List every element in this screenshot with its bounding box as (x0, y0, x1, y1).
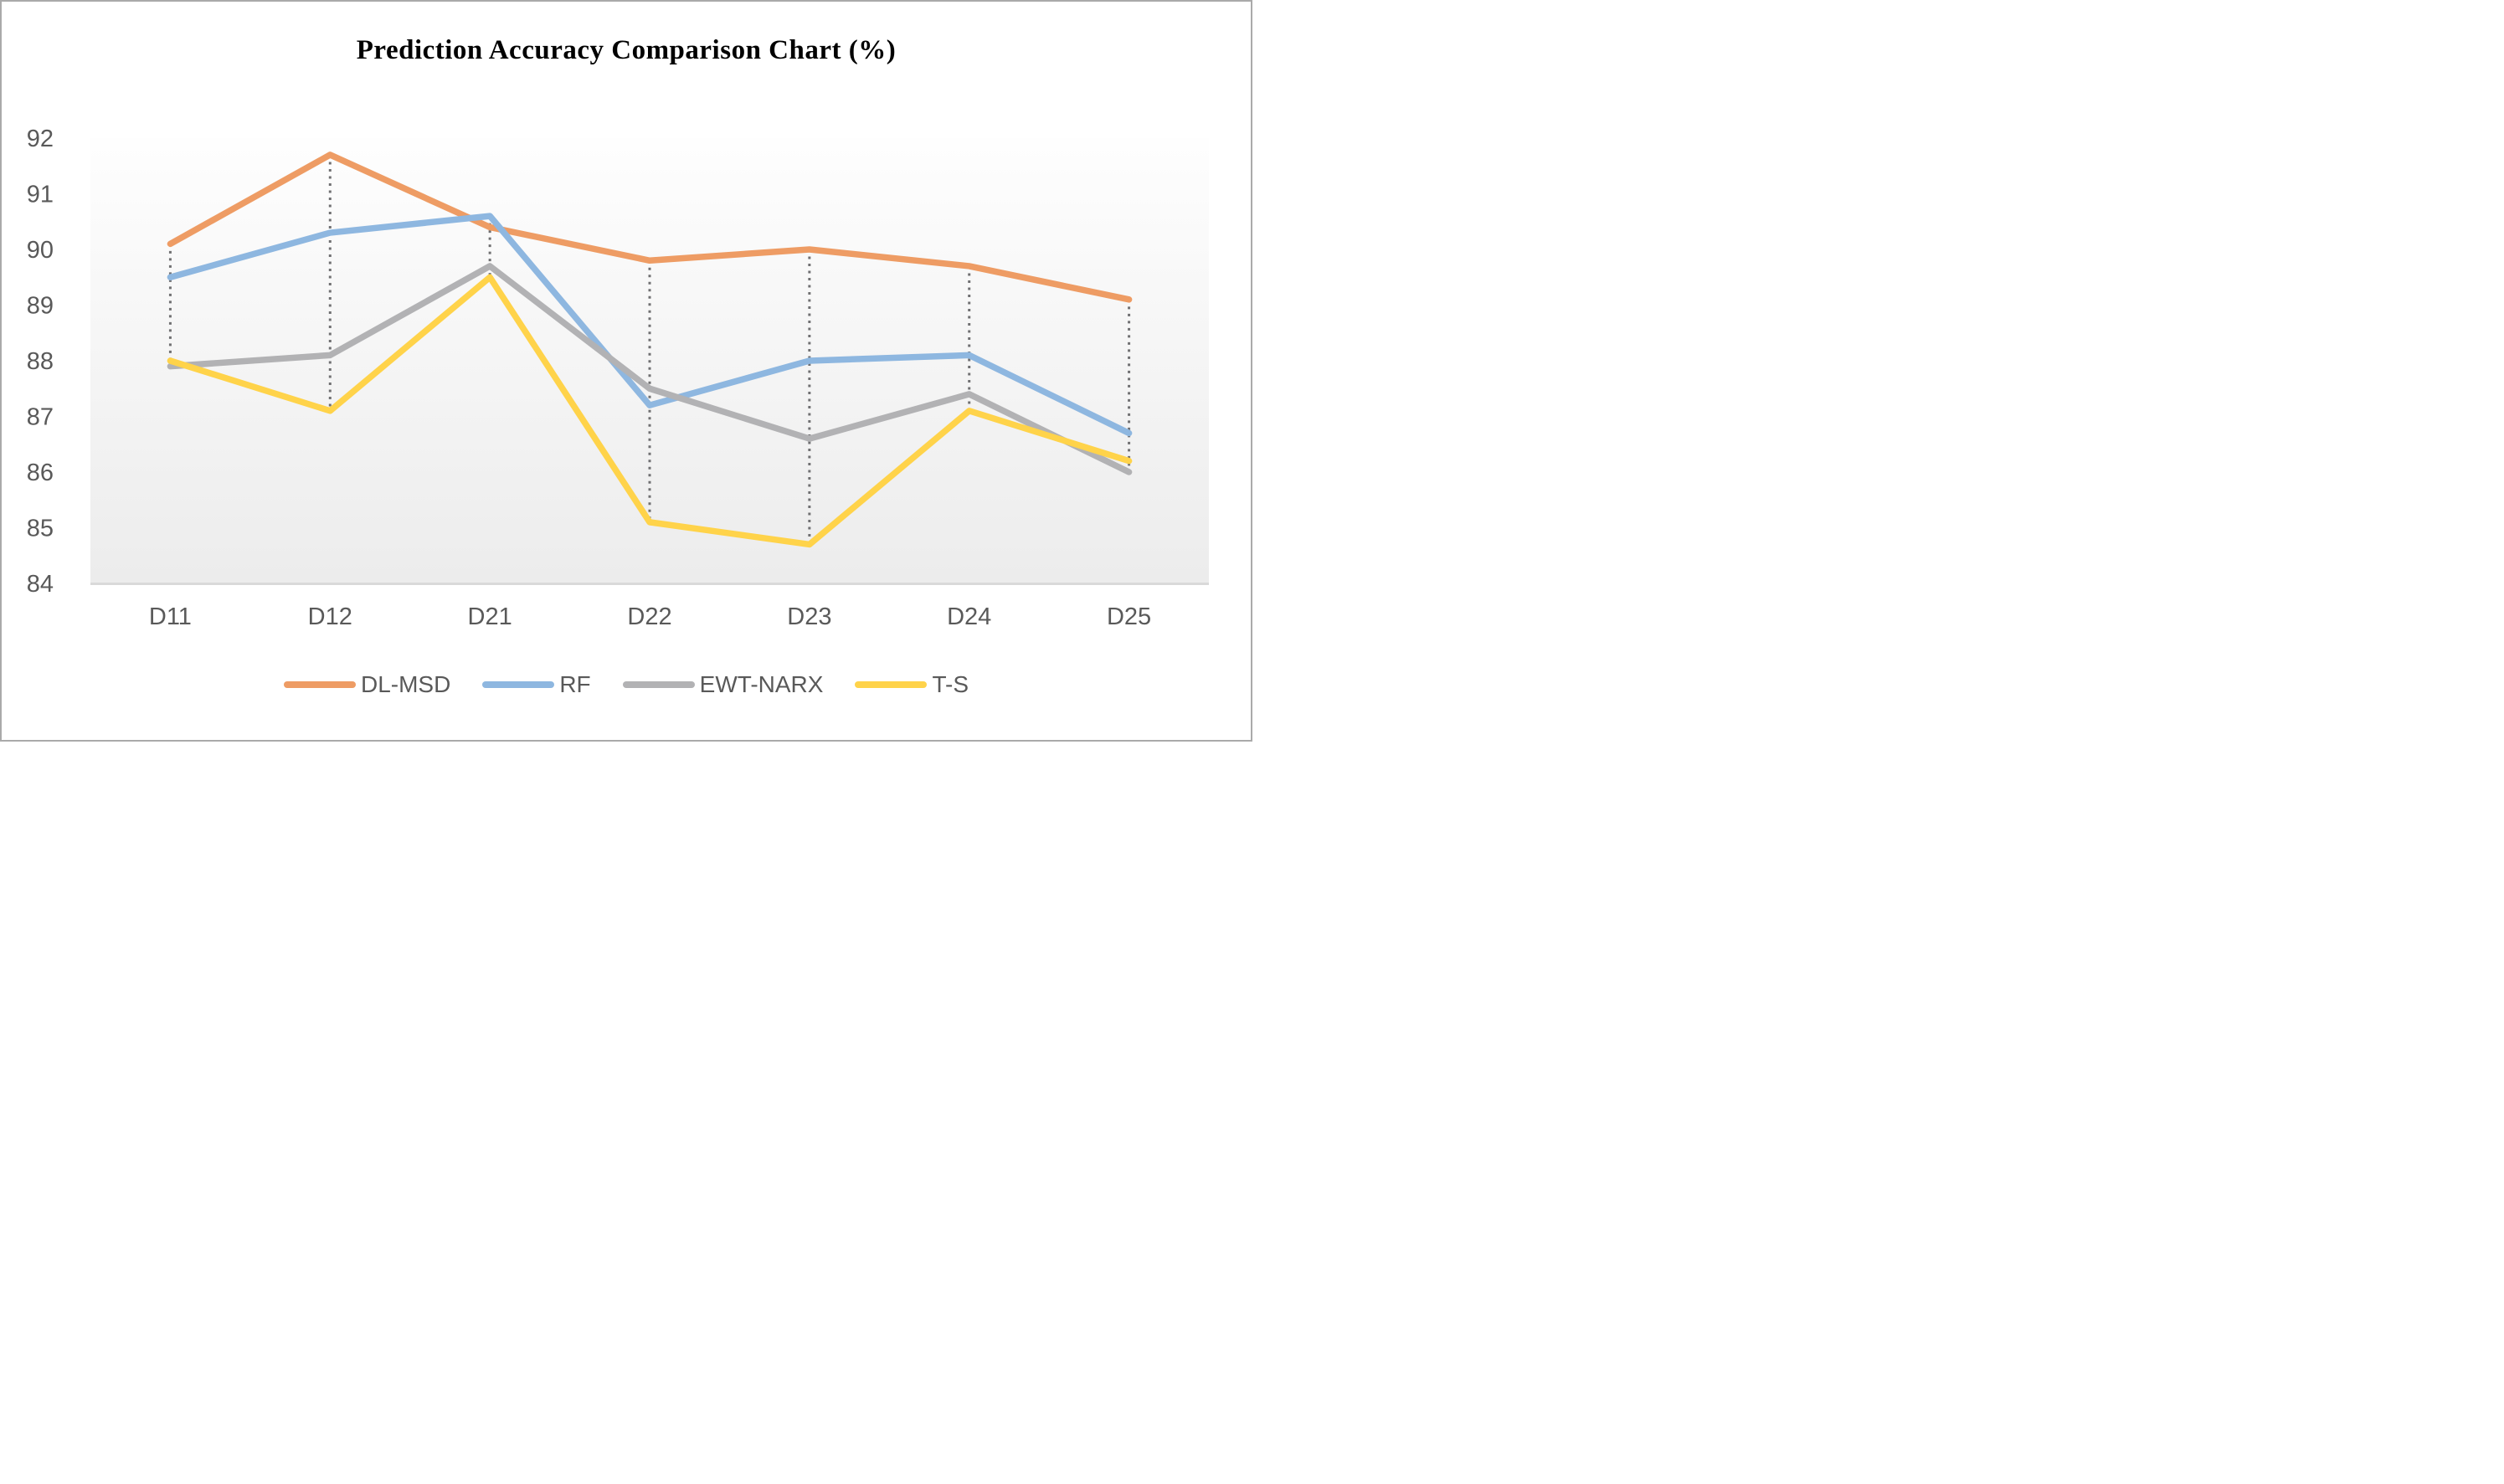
chart: Prediction Accuracy Comparison Chart (%)… (0, 0, 1252, 742)
legend-item-dl-msd: DL-MSD (283, 671, 451, 698)
legend-line-swatch (855, 681, 928, 688)
y-tick-label: 87 (27, 404, 54, 431)
legend-line-swatch (283, 681, 356, 688)
y-tick-label: 92 (27, 126, 54, 152)
legend-line-swatch (622, 681, 695, 688)
plot-area: 92 91 90 89 88 87 86 85 84 D11 D12 D21 D22 D23 D24 D25 (27, 126, 1209, 630)
legend-label: EWT-NARX (699, 671, 824, 697)
series-line-rf (167, 213, 1133, 437)
legend-label: DL-MSD (360, 671, 451, 697)
y-tick-label: 84 (27, 571, 54, 598)
legend-label: T-S (932, 671, 969, 697)
y-tick-label: 86 (27, 460, 54, 486)
x-axis-label: D12 (308, 603, 352, 630)
y-tick-label: 90 (27, 237, 54, 264)
x-axis-line (90, 583, 1209, 585)
x-axis-label: D24 (947, 603, 991, 630)
y-tick-label: 85 (27, 516, 54, 542)
legend-item-ewt-narx: EWT-NARX (622, 671, 824, 698)
x-axis-label: D21 (468, 603, 512, 630)
y-tick-label: 89 (27, 293, 54, 320)
legend: DL-MSD RF EWT-NARX T-S (2, 671, 1251, 698)
legend-item-rf: RF (482, 671, 591, 698)
series-line-ewt-narx (167, 263, 1133, 475)
x-axis-label: D23 (787, 603, 831, 630)
y-tick-label: 91 (27, 182, 54, 208)
chart-title: Prediction Accuracy Comparison Chart (%) (356, 35, 897, 65)
x-axis-label: D22 (627, 603, 671, 630)
legend-line-swatch (482, 681, 555, 688)
y-tick-label: 88 (27, 348, 54, 375)
x-axis-label: D11 (149, 603, 192, 630)
series-line-dl-msd (167, 151, 1133, 303)
legend-label: RF (559, 671, 591, 697)
series-line-t-s (167, 274, 1133, 548)
legend-item-t-s: T-S (855, 671, 969, 698)
x-axis-label: D25 (1107, 603, 1151, 630)
